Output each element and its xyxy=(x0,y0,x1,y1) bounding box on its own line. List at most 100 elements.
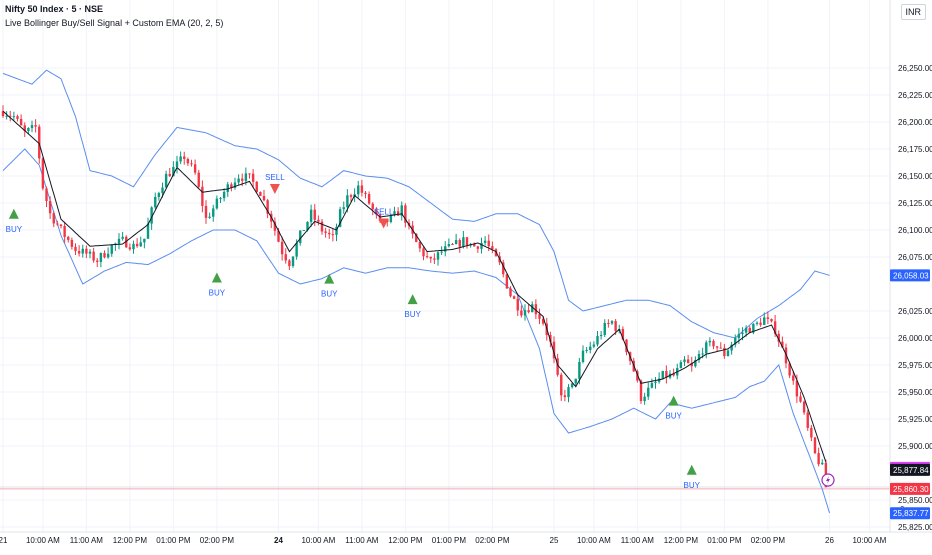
candle-body xyxy=(201,186,204,206)
candle-body xyxy=(415,233,418,243)
sell-signal-label: SELL xyxy=(265,173,285,182)
y-tick-label: 26,200.00 xyxy=(898,118,932,127)
candle-body xyxy=(418,242,422,249)
y-tick-label: 25,950.00 xyxy=(898,388,932,397)
candle-body xyxy=(806,412,809,428)
candle-body xyxy=(480,242,483,249)
candle-body xyxy=(364,192,367,194)
candle-body xyxy=(462,237,465,247)
candle-body xyxy=(1,111,5,117)
buy-signal-arrow xyxy=(324,273,335,284)
indicator-legend[interactable]: Live Bollinger Buy/Sell Signal + Custom … xyxy=(5,18,224,28)
candle-body xyxy=(172,166,175,177)
candle-body xyxy=(349,195,353,197)
candle-body xyxy=(288,260,291,267)
candle-body xyxy=(661,370,664,379)
candle-body xyxy=(215,198,219,209)
candle-body xyxy=(527,310,530,313)
candle-body xyxy=(425,256,429,258)
candle-body xyxy=(241,178,244,181)
candle-body xyxy=(367,193,371,204)
candle-body xyxy=(672,373,675,376)
candle-body xyxy=(433,258,436,260)
candle-body xyxy=(295,242,298,257)
candle-body xyxy=(792,375,795,381)
candle-body xyxy=(516,298,519,311)
candle-body xyxy=(549,334,552,342)
candle-body xyxy=(639,380,643,402)
candle-body xyxy=(132,243,135,250)
candle-body xyxy=(636,371,639,381)
candle-body xyxy=(570,383,574,388)
candle-body xyxy=(531,304,534,313)
candle-body xyxy=(737,333,741,338)
candle-body xyxy=(96,260,99,262)
candle-body xyxy=(139,242,142,247)
candle-body xyxy=(52,213,55,224)
price-label-box xyxy=(890,269,930,282)
candle-body xyxy=(280,241,284,255)
candle-body xyxy=(121,236,124,239)
buy-signal-label: BUY xyxy=(321,290,338,299)
candle-body xyxy=(763,317,766,325)
candle-body xyxy=(357,185,360,195)
candle-body xyxy=(306,221,309,231)
sell-signal-arrow xyxy=(269,183,280,194)
x-tick-label: 12:00 PM xyxy=(113,536,148,545)
candle-body xyxy=(719,347,722,349)
candle-body xyxy=(157,193,161,197)
candle-body xyxy=(338,209,342,227)
candle-body xyxy=(621,328,625,340)
candle-body xyxy=(560,374,563,396)
x-tick-label: 10:00 AM xyxy=(852,536,886,545)
candle-body xyxy=(45,188,48,201)
sell-signal-label: SELL xyxy=(374,208,394,217)
candle-body xyxy=(400,205,403,216)
candle-body xyxy=(81,248,84,254)
ema-line xyxy=(2,110,827,463)
candle-body xyxy=(85,248,88,254)
candle-body xyxy=(38,126,41,159)
x-tick-label: 02:00 PM xyxy=(475,536,510,545)
candle-body xyxy=(755,322,759,324)
candle-body xyxy=(610,321,614,324)
candle-body xyxy=(799,396,802,402)
candle-body xyxy=(88,251,92,254)
buy-signal-arrow xyxy=(8,208,19,219)
candle-body xyxy=(708,340,712,343)
x-tick-label: 11:00 AM xyxy=(70,536,104,545)
candle-body xyxy=(473,243,476,247)
currency-button[interactable]: INR xyxy=(900,4,926,20)
x-tick-label: 02:00 PM xyxy=(751,536,786,545)
candle-body xyxy=(802,401,806,413)
candle-body xyxy=(581,350,585,362)
candle-body xyxy=(233,182,237,188)
candle-body xyxy=(512,296,516,299)
candle-body xyxy=(342,207,345,210)
bollinger-bands xyxy=(2,69,830,514)
candle-body xyxy=(578,361,581,379)
candle-body xyxy=(625,339,628,353)
candle-body xyxy=(150,207,153,224)
candle-body xyxy=(117,238,121,244)
buy-signal-arrow xyxy=(668,395,679,406)
candle-body xyxy=(19,118,23,126)
candle-body xyxy=(422,248,425,257)
candle-body xyxy=(777,333,780,342)
candle-body xyxy=(186,159,190,164)
y-tick-label: 25,825.00 xyxy=(898,523,932,532)
y-tick-label: 26,000.00 xyxy=(898,334,932,343)
x-tick-label: 24 xyxy=(274,536,283,545)
candle-body xyxy=(396,211,400,216)
candle-body xyxy=(502,262,505,275)
candle-body xyxy=(589,346,592,350)
candle-body xyxy=(752,323,755,333)
buy-signal-label: BUY xyxy=(665,412,682,421)
candle-body xyxy=(9,115,12,117)
candle-body xyxy=(654,381,657,384)
candle-body xyxy=(538,314,541,319)
upper-band-line xyxy=(2,69,830,339)
